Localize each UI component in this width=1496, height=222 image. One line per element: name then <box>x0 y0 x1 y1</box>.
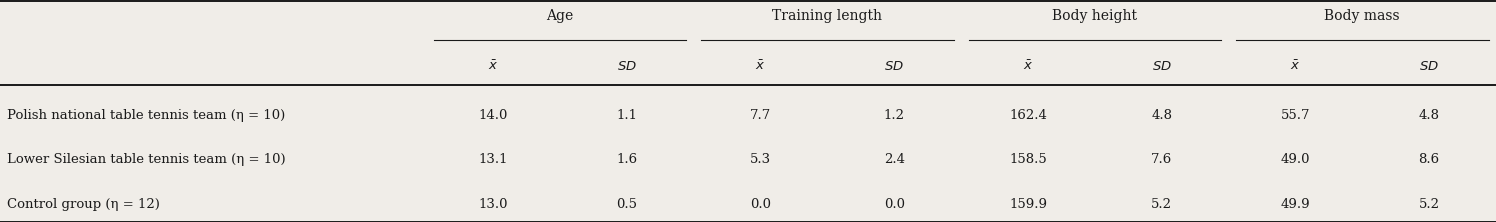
Text: 49.0: 49.0 <box>1281 153 1310 166</box>
Text: 162.4: 162.4 <box>1010 109 1047 122</box>
Text: Age: Age <box>546 8 573 23</box>
Text: 7.6: 7.6 <box>1150 153 1173 166</box>
Text: 13.1: 13.1 <box>479 153 509 166</box>
Text: 5.2: 5.2 <box>1418 198 1439 211</box>
Text: $\bar{x}$: $\bar{x}$ <box>1290 60 1300 73</box>
Text: $SD$: $SD$ <box>1420 60 1439 73</box>
Text: 0.0: 0.0 <box>749 198 770 211</box>
Text: 8.6: 8.6 <box>1418 153 1439 166</box>
Text: $SD$: $SD$ <box>1152 60 1171 73</box>
Text: 158.5: 158.5 <box>1010 153 1047 166</box>
Text: 1.6: 1.6 <box>616 153 637 166</box>
Text: 1.1: 1.1 <box>616 109 637 122</box>
Text: $\bar{x}$: $\bar{x}$ <box>488 60 498 73</box>
Text: 4.8: 4.8 <box>1418 109 1439 122</box>
Text: Body mass: Body mass <box>1324 8 1400 23</box>
Text: Lower Silesian table tennis team (η = 10): Lower Silesian table tennis team (η = 10… <box>7 153 286 166</box>
Text: Body height: Body height <box>1052 8 1137 23</box>
Text: 159.9: 159.9 <box>1008 198 1047 211</box>
Text: 1.2: 1.2 <box>884 109 905 122</box>
Text: 2.4: 2.4 <box>884 153 905 166</box>
Text: $\bar{x}$: $\bar{x}$ <box>1023 60 1034 73</box>
Text: Polish national table tennis team (η = 10): Polish national table tennis team (η = 1… <box>7 109 286 122</box>
Text: 4.8: 4.8 <box>1152 109 1173 122</box>
Text: 0.5: 0.5 <box>616 198 637 211</box>
Text: 49.9: 49.9 <box>1281 198 1310 211</box>
Text: 14.0: 14.0 <box>479 109 509 122</box>
Text: 5.2: 5.2 <box>1152 198 1173 211</box>
Text: Control group (η = 12): Control group (η = 12) <box>7 198 160 211</box>
Text: 7.7: 7.7 <box>749 109 772 122</box>
Text: 5.3: 5.3 <box>749 153 770 166</box>
Text: $\bar{x}$: $\bar{x}$ <box>755 60 766 73</box>
Text: 55.7: 55.7 <box>1281 109 1310 122</box>
Text: Training length: Training length <box>772 8 883 23</box>
Text: $SD$: $SD$ <box>884 60 904 73</box>
Text: 0.0: 0.0 <box>884 198 905 211</box>
Text: $SD$: $SD$ <box>616 60 637 73</box>
Text: 13.0: 13.0 <box>479 198 509 211</box>
